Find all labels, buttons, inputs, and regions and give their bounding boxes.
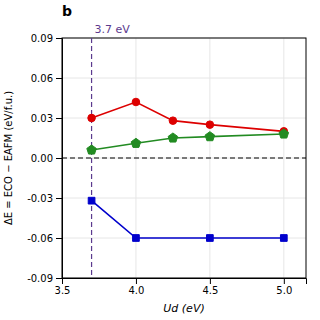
tick-mark [136, 278, 137, 284]
tick: 0.06 [31, 73, 62, 84]
point [279, 129, 289, 138]
chart: 3.5 4.0 4.5 5.0 -0.09 -0.06 -0.03 0.00 0.03 0.06 0… [0, 0, 320, 320]
plot-frame [62, 38, 306, 278]
annotation: 3.7 eV [95, 23, 131, 36]
tick: 0.03 [31, 113, 62, 124]
tick: -0.06 [27, 233, 62, 244]
tick-label: -0.09 [27, 273, 53, 284]
tick-mark [284, 278, 285, 284]
point [133, 235, 140, 242]
tick-mark [210, 278, 211, 284]
grid-line [62, 158, 306, 159]
tick: 3.5 [55, 278, 71, 296]
series-line [92, 201, 284, 238]
x-axis-title: Ud (eV) [163, 302, 204, 315]
tick-label: 0.06 [31, 73, 53, 84]
tick: 4.0 [128, 278, 144, 296]
grid-line [62, 198, 306, 199]
point [206, 121, 214, 129]
tick-label: 0.03 [31, 113, 53, 124]
tick-label: -0.03 [27, 193, 53, 204]
y-axis-title: ΔE = ECO − EAFM (eV/f.u.) [3, 91, 14, 225]
tick-label: 3.5 [55, 285, 71, 296]
tick: -0.03 [27, 193, 62, 204]
grid-line [62, 78, 306, 79]
tick-mark [56, 38, 62, 39]
tick: 0.09 [31, 33, 62, 44]
tick: -0.09 [27, 273, 62, 284]
point [88, 197, 95, 204]
tick-label: 5.0 [276, 285, 292, 296]
tick-label: 0.00 [31, 153, 53, 164]
reference-line [62, 158, 306, 159]
tick: 4.5 [202, 278, 218, 296]
grid [62, 38, 306, 278]
title: b [62, 3, 72, 19]
point [169, 117, 177, 125]
tick-mark [56, 198, 62, 199]
point [207, 235, 214, 242]
point [205, 132, 215, 141]
tick-mark [56, 278, 62, 279]
point [132, 98, 140, 106]
point [88, 114, 96, 122]
tick-mark [56, 158, 62, 159]
marks [62, 38, 306, 278]
point [131, 138, 141, 147]
series-line [92, 134, 284, 150]
grid-line [62, 118, 306, 119]
point [280, 235, 287, 242]
reference-line [91, 38, 92, 278]
point [87, 145, 97, 154]
x-axis: 3.5 4.0 4.5 5.0 [55, 278, 307, 296]
tick: 0.00 [31, 153, 62, 164]
plot-area: 3.5 4.0 4.5 5.0 -0.09 -0.06 -0.03 0.00 0.03 0.06 0… [27, 23, 306, 296]
tick-label: -0.06 [27, 233, 53, 244]
tick-mark [56, 238, 62, 239]
tick-label: 0.09 [31, 33, 53, 44]
tick-mark [56, 78, 62, 79]
axis-line [56, 39, 63, 279]
tick: 5.0 [276, 278, 292, 296]
axis-line [63, 279, 307, 285]
tick-label: 4.5 [202, 285, 218, 296]
y-axis: -0.09 -0.06 -0.03 0.00 0.03 0.06 0.09 [27, 33, 62, 284]
point [168, 133, 178, 142]
tick-mark [56, 118, 62, 119]
tick-label: 4.0 [128, 285, 144, 296]
series-line [92, 102, 284, 131]
